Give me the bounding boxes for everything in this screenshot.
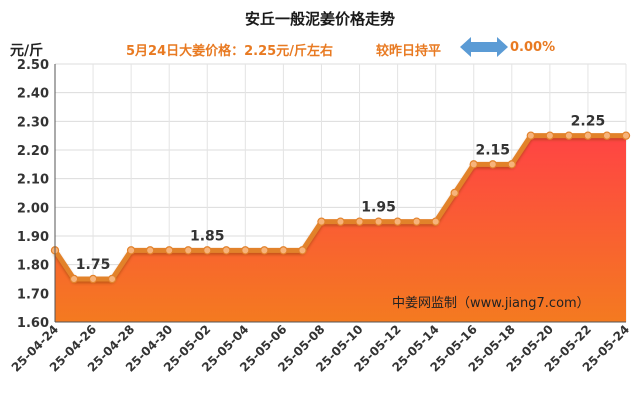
y-tick-label: 1.70: [17, 287, 49, 302]
data-point-25-04-26: [88, 274, 98, 284]
watermark-text: 中姜网监制（www.jiang7.com）: [392, 296, 590, 311]
y-axis-ticks: 1.60 1.70 1.80 1.90 2.00 2.10 2.20 2.30 2.40 2.50: [17, 58, 49, 331]
data-point-25-05-20: [545, 131, 555, 140]
compare-text: 较昨日持平: [376, 44, 442, 59]
y-tick-label: 1.80: [17, 259, 49, 274]
data-point-25-05-18: [507, 160, 516, 169]
data-point-25-05-05: [260, 246, 269, 255]
data-label-25-05-17: 2.15: [475, 142, 510, 158]
data-point-25-04-28: [126, 246, 136, 255]
chart-title: 安丘一般泥姜价格走势: [244, 10, 395, 28]
data-label-25-04-26: 1.75: [76, 257, 111, 273]
change-percent-text: 0.00%: [510, 40, 556, 55]
y-tick-label: 1.60: [17, 316, 49, 331]
data-label-25-05-22: 2.25: [571, 114, 606, 130]
data-point-25-05-04: [241, 246, 250, 255]
data-point-25-05-08: [317, 217, 326, 226]
y-tick-label: 2.50: [17, 58, 49, 73]
data-point-25-04-27: [107, 274, 117, 284]
data-point-25-05-14: [431, 217, 440, 226]
data-label-25-05-02: 1.85: [190, 228, 225, 244]
y-tick-label: 2.00: [17, 201, 49, 216]
data-point-25-05-01: [184, 246, 193, 255]
y-tick-label: 1.90: [17, 230, 49, 245]
data-point-25-05-06: [279, 246, 288, 255]
double-arrow-icon: [460, 37, 508, 57]
data-labels: 1.75 1.85 1.95 2.15 2.25: [76, 114, 605, 273]
price-summary-text: 5月24日大姜价格：2.25元/斤左右: [126, 44, 333, 59]
y-tick-label: 2.20: [17, 144, 49, 159]
y-axis-unit-label: 元/斤: [10, 43, 44, 59]
data-point-25-05-17: [488, 160, 497, 169]
data-point-25-05-13: [412, 217, 421, 226]
price-area-fill: [55, 135, 626, 322]
data-point-25-05-22: [583, 131, 593, 140]
x-axis-ticks: 25-04-2425-04-2625-04-2825-04-3025-05-02…: [9, 322, 632, 374]
data-label-25-05-11: 1.95: [361, 200, 396, 216]
y-tick-label: 2.40: [17, 87, 49, 102]
data-point-25-05-02: [203, 246, 212, 255]
data-point-25-05-12: [393, 217, 402, 226]
y-tick-label: 2.10: [17, 173, 49, 188]
data-point-25-05-16: [469, 160, 478, 169]
data-point-25-05-09: [336, 217, 345, 226]
data-point-25-05-23: [602, 131, 612, 140]
data-point-25-05-11: [374, 217, 383, 226]
data-point-25-05-24: [621, 131, 631, 140]
data-point-25-05-15: [450, 188, 459, 198]
data-point-25-05-10: [355, 217, 364, 226]
data-point-25-04-30: [164, 246, 174, 255]
data-point-25-04-29: [145, 246, 155, 255]
y-tick-label: 2.30: [17, 115, 49, 130]
data-markers: [50, 131, 631, 284]
data-point-25-05-21: [564, 131, 574, 140]
data-point-25-05-07: [298, 246, 307, 255]
data-point-25-04-25: [69, 274, 79, 284]
data-point-25-05-19: [526, 131, 536, 140]
data-point-25-05-03: [222, 246, 231, 255]
